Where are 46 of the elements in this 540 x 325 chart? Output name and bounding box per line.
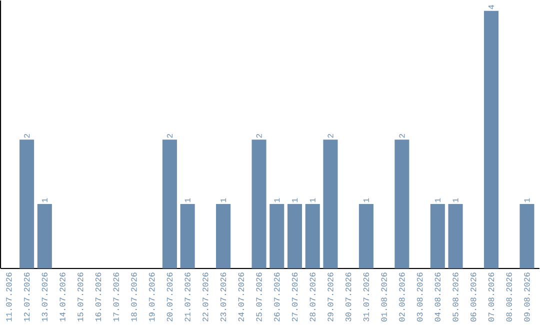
data-label: 1 (274, 198, 280, 202)
x-tick-label: 16.07.2026 (95, 272, 102, 322)
x-tick-label: 06.08.2026 (470, 272, 476, 322)
data-label: 4 (488, 4, 494, 9)
data-label: 2 (328, 134, 334, 138)
data-label: 1 (363, 198, 369, 202)
x-tick-label: 15.07.2026 (78, 272, 84, 322)
x-tick-label: 05.08.2026 (452, 272, 458, 322)
data-label: 2 (256, 134, 262, 138)
x-tick-label: 07.08.2026 (488, 272, 494, 322)
data-label: 1 (452, 198, 458, 202)
x-tick-label: 24.07.2026 (238, 272, 244, 322)
data-label: 1 (434, 198, 440, 202)
x-tick-label: 18.07.2026 (131, 272, 137, 322)
data-label: 1 (42, 198, 48, 202)
x-tick-label: 30.07.2026 (346, 272, 352, 322)
x-tick-label: 09.08.2026 (524, 272, 530, 322)
x-tick-label: 27.07.2026 (292, 272, 298, 322)
x-tick-label: 19.07.2026 (149, 272, 155, 322)
x-tick-label: 23.07.2026 (220, 272, 226, 322)
data-label: 1 (220, 198, 226, 202)
data-label: 2 (399, 134, 405, 138)
data-label: 2 (24, 134, 30, 138)
x-tick-label: 04.08.2026 (434, 272, 440, 322)
data-label: 1 (524, 198, 530, 202)
data-label: 2 (166, 134, 172, 138)
x-tick-label: 21.07.2026 (184, 272, 190, 322)
x-tick-label: 13.07.2026 (42, 272, 48, 322)
x-tick-label: 25.07.2026 (256, 272, 262, 322)
data-label: 1 (184, 198, 190, 202)
x-tick-label: 28.07.2026 (310, 272, 316, 322)
x-tick-label: 08.08.2026 (506, 272, 512, 322)
x-tick-label: 29.07.2026 (328, 272, 334, 322)
x-tick-label: 22.07.2026 (202, 272, 208, 322)
x-tick-label: 31.07.2026 (363, 272, 370, 322)
x-tick-label: 11.07.2026 (6, 272, 12, 322)
data-label: 1 (292, 198, 298, 202)
x-tick-label: 20.07.2026 (166, 272, 173, 322)
x-tick-label: 14.07.2026 (60, 272, 66, 322)
x-tick-label: 26.07.2026 (274, 272, 280, 322)
x-tick-label: 17.07.2026 (113, 272, 119, 322)
x-tick-label: 02.08.2026 (399, 272, 405, 322)
x-tick-label: 01.08.2026 (381, 272, 387, 322)
x-tick-label: 12.07.2026 (24, 272, 30, 322)
data-label: 1 (310, 198, 316, 202)
x-tick-label: 03.08.2026 (416, 272, 423, 322)
